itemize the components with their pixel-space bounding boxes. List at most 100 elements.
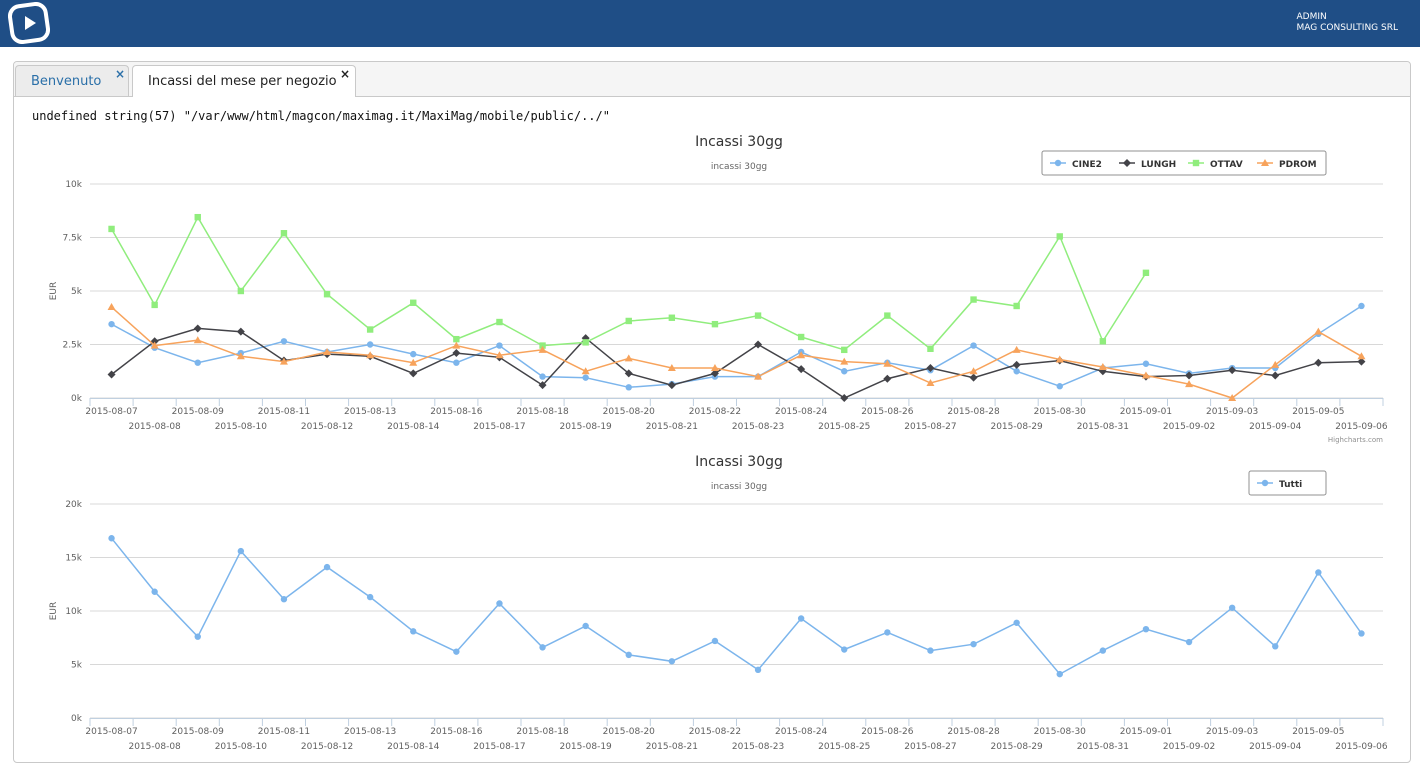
x-tick-label: 2015-08-29 [990, 422, 1043, 432]
data-point [495, 351, 504, 359]
legend-item-lungh[interactable]: LUNGH [1119, 159, 1176, 170]
x-tick-label: 2015-08-31 [1077, 422, 1129, 432]
data-point [926, 364, 935, 373]
data-point [667, 381, 676, 390]
data-point [1056, 383, 1063, 390]
legend-item-pdrom[interactable]: PDROM [1257, 159, 1317, 170]
data-point [582, 374, 589, 381]
data-point [797, 365, 806, 374]
y-axis-label: EUR [49, 602, 59, 621]
tab-label: Benvenuto [31, 74, 102, 89]
data-point [150, 341, 159, 349]
series-ottav [108, 213, 1150, 354]
data-point [711, 320, 719, 328]
data-point [237, 287, 245, 295]
y-tick-label: 0k [71, 394, 83, 404]
x-tick-label: 2015-08-25 [818, 742, 870, 752]
data-point [1142, 269, 1150, 277]
data-point [108, 320, 115, 328]
data-point [711, 637, 719, 645]
data-point [581, 334, 590, 343]
tab-incassi[interactable]: Incassi del mese per negozio × [132, 65, 356, 97]
x-tick-label: 2015-08-22 [689, 727, 741, 737]
data-point [926, 379, 935, 387]
data-point [410, 350, 417, 358]
data-point [1056, 670, 1063, 678]
chart-total: Incassi 30gg incassi 30gg 0k 5k 10k 15k 20k EUR… [32, 446, 1390, 757]
data-point [1272, 643, 1279, 650]
data-point [496, 342, 503, 349]
x-tick-label: 2015-08-12 [301, 422, 353, 432]
data-point [581, 367, 590, 375]
x-tick-label: 2015-08-23 [732, 422, 784, 432]
data-point [236, 352, 245, 360]
x-tick-label: 2015-08-10 [215, 422, 268, 432]
data-point [538, 381, 547, 390]
x-tick-label: 2015-09-05 [1292, 727, 1344, 737]
x-tick-label: 2015-08-18 [516, 407, 569, 417]
legend-item-tutti[interactable]: Tutti [1257, 479, 1302, 490]
x-tick-label: 2015-08-19 [559, 742, 612, 752]
legend-marker [1261, 159, 1269, 166]
data-point [151, 588, 158, 595]
y-tick-label: 5k [71, 287, 83, 297]
company-name: MAG CONSULTING SRL [1296, 23, 1398, 33]
legend-label: PDROM [1279, 160, 1317, 170]
chart-title: Incassi 30gg [695, 454, 783, 470]
x-tick-label: 2015-08-13 [344, 727, 396, 737]
data-point [1358, 302, 1365, 310]
data-point [538, 345, 547, 353]
close-icon[interactable]: × [339, 67, 350, 81]
data-point [667, 364, 676, 372]
data-point [280, 338, 288, 345]
chart-subtitle: incassi 30gg [711, 162, 767, 172]
chart-title: Incassi 30gg [695, 134, 783, 150]
x-tick-label: 2015-08-13 [344, 407, 396, 417]
series-line [110, 537, 1363, 676]
data-point [1185, 380, 1194, 388]
x-tick-label: 2015-08-20 [603, 727, 656, 737]
x-tick-label: 2015-08-16 [430, 727, 483, 737]
x-tick-label: 2015-08-11 [258, 407, 310, 417]
data-point [1142, 625, 1150, 633]
chart-credits: Highcharts.com [1328, 436, 1383, 444]
data-point [1098, 362, 1107, 370]
legend-item-ottav[interactable]: OTTAV [1188, 159, 1243, 170]
app-logo-icon[interactable] [8, 2, 50, 44]
data-point [754, 312, 762, 319]
data-point [927, 345, 934, 352]
tab-benvenuto[interactable]: Benvenuto × [15, 65, 129, 96]
data-point [1228, 366, 1237, 375]
data-point [1142, 360, 1150, 367]
x-tick-label: 2015-08-28 [947, 407, 1000, 417]
data-point [582, 339, 589, 346]
data-point [366, 351, 375, 359]
data-point [970, 342, 977, 349]
data-point [1357, 357, 1366, 366]
data-point [927, 647, 934, 654]
x-tick-label: 2015-08-25 [818, 422, 870, 432]
user-info[interactable]: ADMIN MAG CONSULTING SRL [1297, 12, 1398, 34]
data-point [625, 651, 632, 659]
close-icon[interactable]: × [114, 67, 125, 81]
data-point [840, 394, 849, 402]
x-tick-label: 2015-08-18 [516, 727, 569, 737]
data-point [797, 333, 805, 341]
y-tick-label: 15k [65, 554, 82, 564]
data-point [237, 547, 245, 555]
data-point [453, 335, 460, 343]
data-point [970, 640, 977, 648]
x-tick-label: 2015-08-14 [387, 742, 440, 752]
data-point [452, 349, 461, 358]
x-tick-label: 2015-09-01 [1120, 407, 1172, 417]
data-point [754, 340, 763, 349]
data-point [151, 301, 158, 309]
data-point [841, 346, 848, 354]
x-tick-label: 2015-09-01 [1120, 727, 1172, 737]
chart-per-store: Incassi 30gg incassi 30gg 0k 2.5k 5k 7.5k 10k E… [32, 126, 1390, 446]
series-tutti [108, 535, 1365, 678]
data-point [539, 342, 546, 349]
data-point [108, 225, 115, 233]
legend-item-cine2[interactable]: CINE2 [1050, 159, 1102, 170]
data-point [1357, 352, 1366, 360]
